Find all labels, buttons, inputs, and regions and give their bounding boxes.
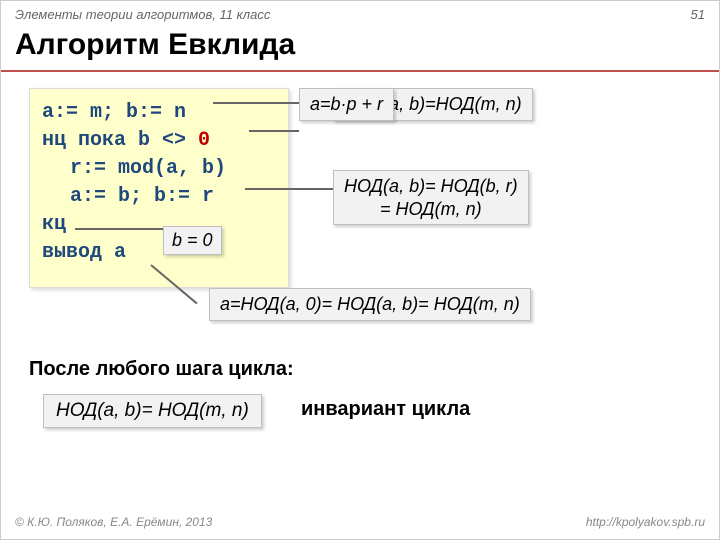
footer-url: http://kpolyakov.spb.ru (586, 515, 705, 529)
box-a-bpr: a=b·p + r (299, 88, 394, 121)
footer: © К.Ю. Поляков, Е.А. Ерёмин, 2013 http:/… (1, 515, 719, 529)
box-b0: b = 0 (163, 226, 222, 255)
box-nod-br-l2: = НОД(m, n) (344, 198, 518, 221)
connector-3 (245, 188, 335, 190)
footer-author: © К.Ю. Поляков, Е.А. Ерёмин, 2013 (15, 515, 212, 529)
page-title: Алгоритм Евклида (1, 26, 719, 72)
code-line-2: нц пока b <> 0 (42, 127, 276, 155)
header-bar: Элементы теории алгоритмов, 11 класс 51 (1, 1, 719, 26)
box-a-nod0: a=НОД(a, 0)= НОД(a, b)= НОД(m, n) (209, 288, 531, 321)
invariant-equation: НОД(a, b)= НОД(m, n) (43, 394, 262, 428)
connector-4 (75, 228, 163, 230)
code-zero: 0 (198, 129, 210, 152)
box-nod-br-l1: НОД(a, b)= НОД(b, r) (344, 175, 518, 198)
page-number: 51 (691, 7, 705, 22)
box-nod-br: НОД(a, b)= НОД(b, r) = НОД(m, n) (333, 170, 529, 225)
content-area: a:= m; b:= n нц пока b <> 0 r:= mod(a, b… (1, 88, 719, 448)
connector-2 (249, 130, 299, 132)
code-line-3: r:= mod(a, b) (42, 155, 276, 183)
code-line-4: a:= b; b:= r (42, 183, 276, 211)
invariant-label: инвариант цикла (301, 398, 470, 421)
code-line-2-pre: нц пока b <> (42, 129, 198, 152)
code-line-6: вывод a (42, 239, 276, 267)
after-step-label: После любого шага цикла: (29, 358, 294, 381)
course-label: Элементы теории алгоритмов, 11 класс (15, 7, 270, 22)
code-line-5: кц (42, 211, 276, 239)
slide: Элементы теории алгоритмов, 11 класс 51 … (0, 0, 720, 540)
